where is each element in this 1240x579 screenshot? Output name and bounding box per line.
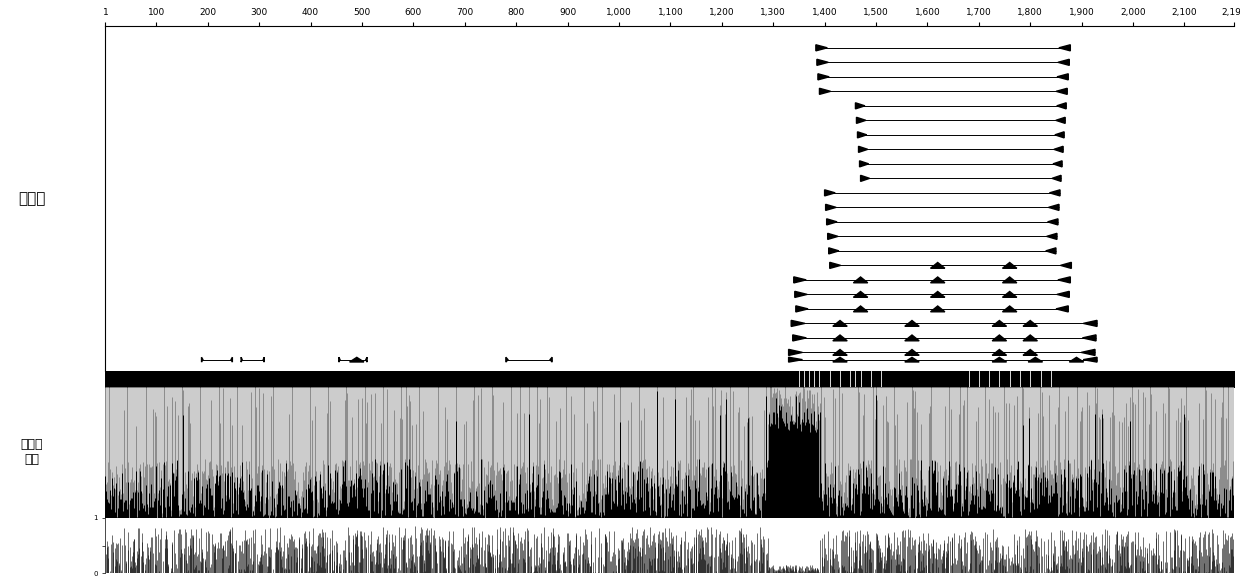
Polygon shape — [1056, 103, 1066, 109]
Polygon shape — [833, 321, 847, 327]
Polygon shape — [231, 357, 232, 362]
Polygon shape — [795, 291, 807, 298]
Polygon shape — [861, 175, 869, 181]
Polygon shape — [1049, 204, 1059, 210]
Polygon shape — [366, 357, 367, 362]
Polygon shape — [1084, 320, 1097, 327]
Text: 引物对: 引物对 — [19, 191, 46, 206]
Polygon shape — [905, 350, 919, 356]
Polygon shape — [858, 132, 867, 138]
Polygon shape — [1081, 349, 1095, 356]
Polygon shape — [830, 262, 841, 269]
Polygon shape — [992, 321, 1007, 327]
Polygon shape — [1058, 277, 1070, 283]
Polygon shape — [905, 335, 919, 341]
Polygon shape — [856, 103, 866, 109]
Polygon shape — [1056, 88, 1068, 94]
Polygon shape — [827, 219, 837, 225]
Polygon shape — [1069, 357, 1084, 362]
Polygon shape — [1023, 321, 1038, 327]
Polygon shape — [792, 335, 806, 341]
Polygon shape — [833, 350, 847, 356]
Polygon shape — [930, 262, 945, 268]
Polygon shape — [826, 204, 836, 210]
Polygon shape — [1060, 262, 1071, 269]
Polygon shape — [905, 321, 919, 327]
Polygon shape — [1058, 59, 1069, 65]
Polygon shape — [818, 74, 830, 80]
Polygon shape — [817, 59, 828, 65]
Polygon shape — [1055, 118, 1065, 123]
Polygon shape — [1049, 190, 1060, 196]
Polygon shape — [853, 277, 868, 283]
Polygon shape — [1056, 306, 1069, 312]
Polygon shape — [1083, 335, 1096, 341]
Polygon shape — [1055, 132, 1064, 138]
Polygon shape — [833, 357, 847, 362]
Polygon shape — [930, 277, 945, 283]
Polygon shape — [853, 291, 868, 297]
Polygon shape — [551, 357, 552, 362]
Polygon shape — [1002, 262, 1017, 268]
Polygon shape — [791, 320, 805, 327]
Polygon shape — [930, 306, 945, 312]
Polygon shape — [859, 161, 869, 167]
Polygon shape — [857, 118, 866, 123]
Polygon shape — [789, 349, 802, 356]
Polygon shape — [827, 233, 838, 240]
Polygon shape — [1059, 45, 1070, 51]
Polygon shape — [1084, 357, 1097, 362]
Polygon shape — [1056, 291, 1069, 298]
Polygon shape — [905, 357, 919, 362]
Polygon shape — [1045, 248, 1056, 254]
Polygon shape — [1048, 219, 1058, 225]
Polygon shape — [506, 357, 508, 362]
Polygon shape — [339, 357, 340, 362]
Polygon shape — [853, 306, 868, 312]
Polygon shape — [1052, 175, 1061, 181]
Polygon shape — [828, 248, 839, 254]
Text: 序列相
似度: 序列相 似度 — [21, 438, 43, 467]
Polygon shape — [1002, 277, 1017, 283]
Polygon shape — [833, 335, 847, 341]
Polygon shape — [1002, 306, 1017, 312]
Polygon shape — [825, 190, 836, 196]
Polygon shape — [202, 357, 203, 362]
Polygon shape — [816, 45, 827, 51]
Polygon shape — [858, 146, 868, 152]
Polygon shape — [992, 357, 1007, 362]
Polygon shape — [820, 88, 831, 94]
Polygon shape — [350, 357, 365, 362]
Polygon shape — [1023, 335, 1038, 341]
Polygon shape — [1053, 161, 1063, 167]
Polygon shape — [1047, 233, 1056, 240]
Polygon shape — [1023, 350, 1038, 356]
Polygon shape — [930, 291, 945, 297]
Polygon shape — [1002, 291, 1017, 297]
Polygon shape — [992, 350, 1007, 356]
Polygon shape — [1028, 357, 1043, 362]
Polygon shape — [794, 277, 806, 283]
Polygon shape — [1056, 74, 1069, 80]
Polygon shape — [789, 357, 802, 362]
Polygon shape — [796, 306, 808, 312]
Polygon shape — [1054, 146, 1063, 152]
Polygon shape — [992, 335, 1007, 341]
